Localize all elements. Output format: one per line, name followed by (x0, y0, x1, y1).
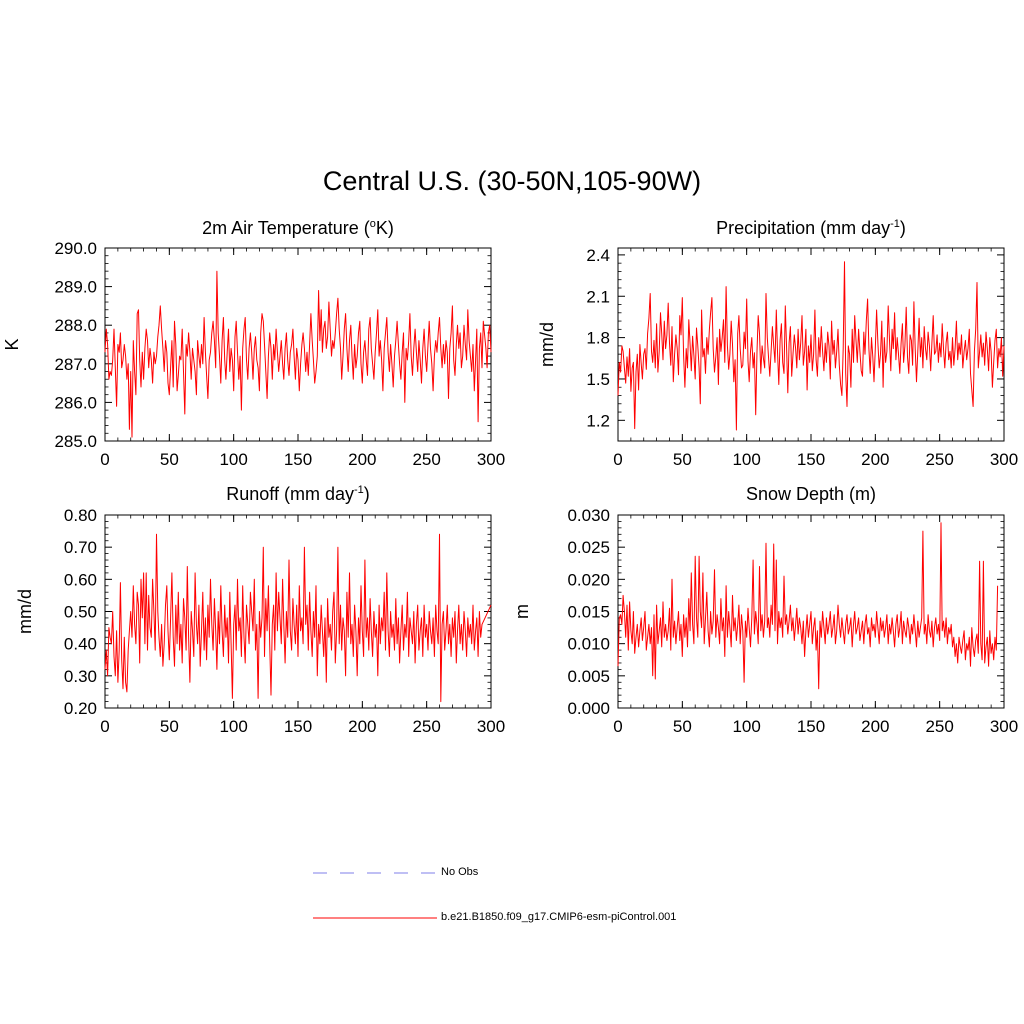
series-line (104, 533, 492, 703)
x-tick-label: 0 (100, 717, 109, 736)
y-tick-label: 0.030 (567, 506, 610, 525)
panel-title-sup: o (370, 218, 376, 230)
x-tick-label: 250 (925, 717, 953, 736)
panel-air-temperature: 0 50 100 150 200 250 300 285.0 286.0 287.0 288.0 28… (2, 218, 505, 469)
y-tick-label: 1.2 (586, 411, 610, 430)
panel-title-post: K) (376, 218, 394, 238)
y-tick-label: 0.20 (64, 699, 97, 718)
panel-title-main: Precipitation (mm day (716, 218, 890, 238)
y-tick-label: 0.80 (64, 506, 97, 525)
y-tick-label: 0.000 (567, 699, 610, 718)
series-line (617, 261, 1005, 431)
y-tick-label: 0.010 (567, 635, 610, 654)
y-axis-label: K (2, 338, 22, 350)
y-tick-label: 1.8 (586, 329, 610, 348)
x-tick-label: 100 (732, 450, 760, 469)
y-tick-label: 0.025 (567, 538, 610, 557)
x-tick-label: 250 (412, 717, 440, 736)
series-line (617, 522, 999, 690)
panel-title-sup: -1 (354, 484, 364, 496)
x-tick-label: 300 (990, 450, 1018, 469)
panel-title-post: ) (900, 218, 906, 238)
x-tick-label: 200 (861, 450, 889, 469)
x-tick-label: 300 (990, 717, 1018, 736)
x-tick-label: 0 (613, 717, 622, 736)
y-tick-label: 0.40 (64, 635, 97, 654)
y-tick-label: 0.60 (64, 570, 97, 589)
x-tick-label: 250 (925, 450, 953, 469)
legend-label-no-obs: No Obs (441, 866, 479, 878)
x-tick-label: 50 (160, 450, 179, 469)
panel-title-main: Snow Depth (m) (746, 484, 876, 504)
x-tick-label: 300 (477, 450, 505, 469)
panel-title-main: Runoff (mm day (226, 484, 354, 504)
panel-title: Runoff (mm day-1) (226, 484, 370, 504)
x-tick-label: 50 (160, 717, 179, 736)
y-tick-label: 0.30 (64, 667, 97, 686)
x-tick-label: 100 (219, 717, 247, 736)
y-tick-label: 0.70 (64, 538, 97, 557)
x-tick-label: 150 (284, 717, 312, 736)
x-tick-label: 0 (613, 450, 622, 469)
panel-title-post: ) (364, 484, 370, 504)
x-tick-label: 250 (412, 450, 440, 469)
y-tick-label: 287.0 (54, 355, 97, 374)
x-tick-label: 200 (348, 717, 376, 736)
x-tick-label: 150 (797, 717, 825, 736)
y-tick-label: 285.0 (54, 432, 97, 451)
x-tick-label: 50 (673, 717, 692, 736)
panel-title-main: 2m Air Temperature ( (202, 218, 370, 238)
panel-title: Precipitation (mm day-1) (716, 218, 906, 238)
x-tick-label: 200 (348, 450, 376, 469)
y-tick-label: 0.015 (567, 603, 610, 622)
x-tick-label: 300 (477, 717, 505, 736)
panel-precipitation: 0 50 100 150 200 250 300 1.2 1.5 1.8 2.1 2.4 Precipi… (537, 218, 1018, 469)
y-axis-label: mm/d (15, 589, 35, 634)
x-tick-label: 100 (732, 717, 760, 736)
x-tick-label: 50 (673, 450, 692, 469)
y-tick-label: 289.0 (54, 278, 97, 297)
panel-runoff: 0 50 100 150 200 250 300 0.20 0.30 0.40 0.50 0.60 0.… (15, 484, 505, 736)
y-tick-label: 288.0 (54, 316, 97, 335)
panel-title: 2m Air Temperature (oK) (202, 218, 394, 238)
x-tick-label: 150 (284, 450, 312, 469)
panel-title-sup: -1 (890, 218, 900, 230)
series-line (104, 270, 492, 438)
y-tick-label: 2.4 (586, 246, 610, 265)
x-tick-label: 0 (100, 450, 109, 469)
y-tick-label: 1.5 (586, 370, 610, 389)
plot-frame (104, 514, 492, 709)
y-tick-label: 286.0 (54, 393, 97, 412)
x-tick-label: 100 (219, 450, 247, 469)
x-tick-label: 200 (861, 717, 889, 736)
y-tick-label: 290.0 (54, 239, 97, 258)
y-tick-label: 0.005 (567, 667, 610, 686)
y-tick-label: 2.1 (586, 287, 610, 306)
y-axis-label: m (512, 604, 532, 619)
main-title: Central U.S. (30-50N,105-90W) (322, 166, 702, 196)
panel-snow-depth: 0 50 100 150 200 250 300 0.000 0.005 0.010 0.015 0.… (512, 484, 1018, 736)
y-axis-label: mm/d (537, 322, 557, 367)
x-tick-label: 150 (797, 450, 825, 469)
panel-title: Snow Depth (m) (746, 484, 876, 504)
y-tick-label: 0.020 (567, 570, 610, 589)
legend-label-model: b.e21.B1850.f09_g17.CMIP6-esm-piControl.… (441, 911, 677, 923)
y-tick-label: 0.50 (64, 603, 97, 622)
legend-lines (313, 872, 437, 919)
